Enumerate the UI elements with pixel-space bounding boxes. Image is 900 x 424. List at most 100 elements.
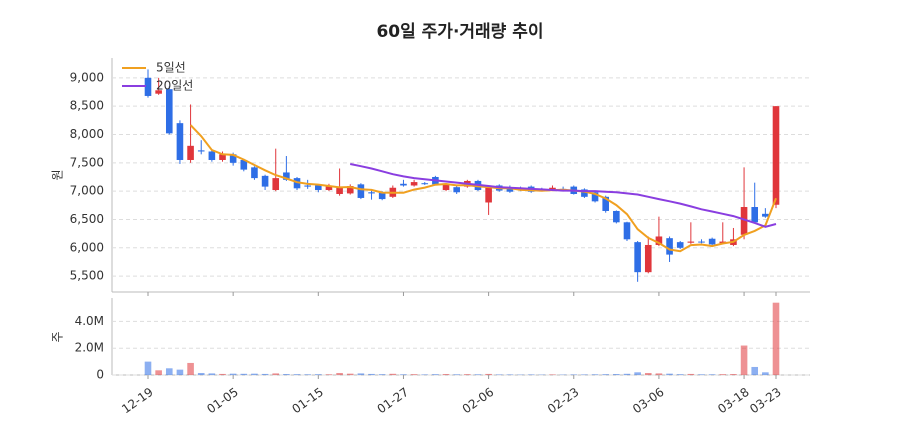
x-tick-label: 02-06 — [460, 385, 497, 416]
volume-bar — [762, 372, 769, 375]
y-tick-label: 8,500 — [70, 99, 104, 113]
x-tick-label: 03-23 — [747, 385, 784, 416]
volume-bar — [624, 374, 631, 375]
volume-bar — [240, 374, 247, 375]
candle-body — [666, 238, 673, 254]
candle-body — [751, 207, 758, 222]
candle-body — [453, 187, 460, 192]
volume-bar — [698, 374, 705, 375]
y-tick-label: 7,500 — [70, 155, 104, 169]
ma-line — [350, 164, 776, 227]
volume-bar — [230, 374, 237, 375]
volume-bar — [145, 362, 152, 375]
volume-bar — [294, 374, 301, 375]
candle-body — [762, 214, 769, 217]
y-tick-label: 7,000 — [70, 184, 104, 198]
volume-bar — [602, 374, 609, 375]
volume-bar — [677, 374, 684, 375]
candle-body — [709, 239, 716, 245]
candle-body — [198, 150, 205, 151]
volume-bar — [411, 374, 418, 375]
volume-bar — [336, 373, 343, 375]
x-tick-label: 01-05 — [204, 385, 241, 416]
volume-bar — [326, 374, 333, 375]
volume-bar — [464, 374, 471, 375]
x-tick-label: 12-19 — [119, 385, 156, 416]
volume-bar — [613, 374, 620, 375]
candle-body — [368, 192, 375, 193]
volume-bar — [198, 373, 205, 375]
candle-body — [485, 188, 492, 203]
volume-bar — [187, 363, 194, 375]
y-tick-label: 8,000 — [70, 127, 104, 141]
volume-bar — [751, 367, 758, 375]
volume-bar — [570, 374, 577, 375]
volume-bar — [485, 374, 492, 375]
volume-bar — [634, 372, 641, 375]
x-tick-label: 01-27 — [375, 385, 412, 416]
x-tick-label: 03-06 — [630, 385, 667, 416]
volume-bar — [219, 374, 226, 375]
volume-bar — [592, 374, 599, 375]
volume-bar — [347, 374, 354, 375]
candle-body — [358, 184, 365, 198]
volume-bar — [368, 374, 375, 375]
volume-bar — [507, 374, 514, 375]
candle-body — [698, 242, 705, 243]
x-tick-label: 03-18 — [715, 385, 752, 416]
candle-body — [688, 242, 695, 243]
volume-bar — [549, 374, 556, 375]
volume-bar — [688, 374, 695, 375]
volume-bar — [283, 374, 290, 375]
volume-bar — [453, 374, 460, 375]
volume-bar — [581, 374, 588, 375]
volume-bar — [656, 373, 663, 375]
candle-body — [624, 222, 631, 239]
y-axis-label: 원 — [51, 169, 65, 180]
x-tick-label: 02-23 — [545, 385, 582, 416]
volume-bar — [709, 374, 716, 375]
volume-bar — [177, 370, 184, 375]
volume-bar — [315, 374, 322, 375]
chart-title: 60일 주가·거래량 추이 — [376, 22, 543, 42]
candle-body — [177, 123, 184, 160]
volume-bar — [209, 373, 216, 375]
volume-bar — [166, 368, 173, 375]
candle-body — [634, 242, 641, 272]
candle-body — [262, 176, 269, 187]
candle-body — [400, 184, 407, 186]
y-tick-label: 5,500 — [70, 269, 104, 283]
candle-body — [166, 89, 173, 133]
y2-tick-label: 0 — [96, 368, 104, 382]
volume-bar — [528, 374, 535, 375]
candle-body — [187, 146, 194, 160]
volume-bar — [155, 370, 162, 375]
x-tick-label: 01-15 — [289, 385, 326, 416]
volume-bar — [666, 374, 673, 375]
legend-label: 20일선 — [156, 79, 193, 93]
volume-bar — [400, 374, 407, 375]
y2-axis-label: 주 — [51, 331, 65, 342]
volume-bar — [645, 373, 652, 375]
candle-body — [421, 183, 428, 184]
y2-tick-label: 4.0M — [75, 314, 104, 328]
volume-bar — [719, 374, 726, 375]
y2-tick-label: 2.0M — [75, 341, 104, 355]
volume-bar — [475, 374, 482, 375]
candle-body — [645, 245, 652, 272]
volume-bar — [262, 374, 269, 375]
volume-bar — [358, 373, 365, 375]
volume-bar — [251, 374, 258, 375]
volume-bar — [730, 374, 737, 375]
volume-bar — [741, 346, 748, 375]
candle-body — [209, 151, 216, 159]
y-tick-label: 6,000 — [70, 240, 104, 254]
volume-bar — [304, 374, 311, 375]
volume-bar — [443, 374, 450, 375]
volume-bar — [432, 374, 439, 375]
candle-body — [411, 182, 418, 185]
volume-bar — [379, 374, 386, 375]
candle-body — [379, 193, 386, 199]
y-tick-label: 9,000 — [70, 70, 104, 84]
